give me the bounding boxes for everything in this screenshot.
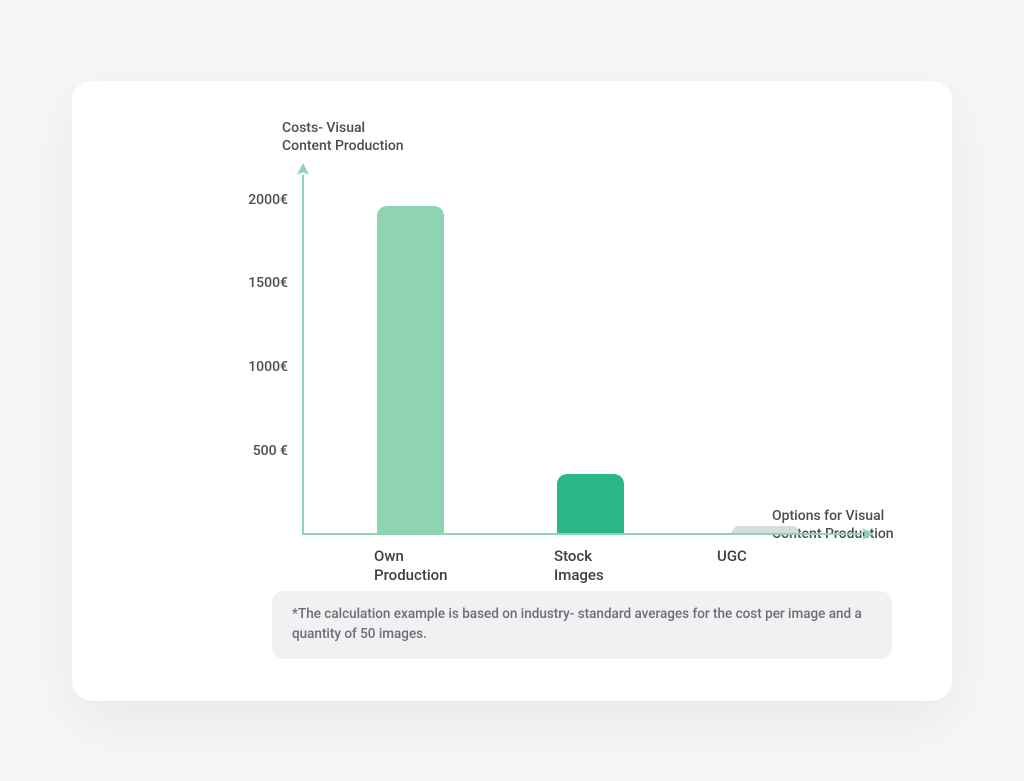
chart-area: Costs- VisualContent Production Options … <box>132 129 892 589</box>
y-axis-title: Costs- VisualContent Production <box>282 119 404 157</box>
chart-card: Costs- VisualContent Production Options … <box>72 81 952 701</box>
x-axis-arrow-icon <box>860 527 874 541</box>
category-label: OwnProduction <box>374 547 494 586</box>
y-tick-label: 1500€ <box>248 275 288 291</box>
plot-region: 500 € 1000€ 1500€ 2000€ OwnProduction St… <box>302 175 862 535</box>
footnote-box: *The calculation example is based on ind… <box>272 591 892 658</box>
category-label: UGC <box>717 547 837 567</box>
y-axis-arrow-icon <box>296 163 310 177</box>
y-tick-label: 2000€ <box>248 192 288 208</box>
bar-stock-images <box>557 474 624 533</box>
category-label: StockImages <box>554 547 674 586</box>
x-axis-line <box>302 533 862 535</box>
bar-ugc <box>732 526 799 533</box>
y-tick-label: 1000€ <box>248 359 288 375</box>
y-tick-label: 500 € <box>253 443 288 459</box>
y-axis-line <box>302 175 304 535</box>
bar-own-production <box>377 206 444 533</box>
footnote-text: *The calculation example is based on ind… <box>292 606 862 642</box>
